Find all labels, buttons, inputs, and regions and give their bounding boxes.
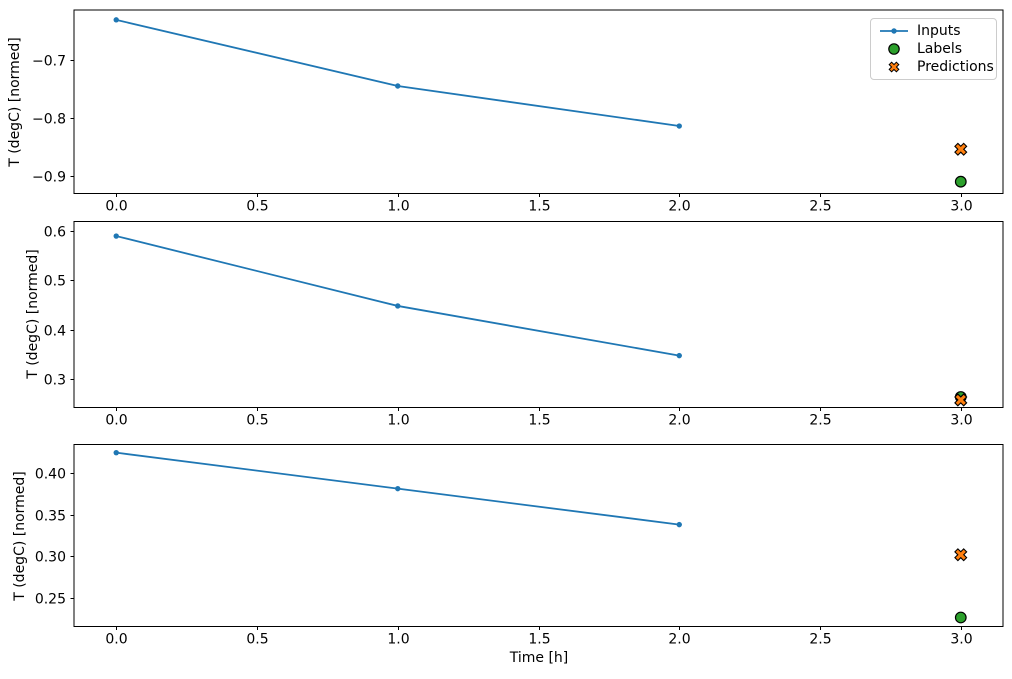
- x-tick-label-3: 1.0: [387, 632, 409, 648]
- x-tick-label-2: 2.5: [809, 412, 831, 428]
- x-tick-label-1: 1.0: [387, 198, 409, 214]
- inputs-marker: [676, 352, 682, 359]
- x-tick-label-1: 1.5: [528, 198, 550, 214]
- y-axis-label-1: T (degC) [normed]: [7, 37, 23, 167]
- inputs-marker: [395, 303, 401, 309]
- axes-frame-2: [73, 220, 1004, 408]
- x-axis-label: Time [h]: [509, 650, 569, 666]
- x-tick-label-3: 0.5: [246, 632, 268, 648]
- y-tick-label-3: 0.25: [35, 592, 66, 608]
- predictions-marker: [954, 142, 968, 156]
- x-tick-label-3: 1.5: [528, 632, 550, 648]
- legend-label-predictions: Predictions: [917, 59, 994, 75]
- legend-label-labels: Labels: [917, 41, 963, 57]
- inputs-line: [116, 18, 680, 127]
- predictions-marker: [954, 548, 968, 562]
- inputs-marker: [676, 521, 682, 528]
- y-tick-label-1: −0.7: [32, 54, 66, 70]
- x-tick-label-2: 1.5: [528, 412, 550, 428]
- labels-circle-icon: [888, 43, 900, 55]
- inputs-line: [116, 235, 680, 357]
- x-tick-label-1: 0.5: [246, 198, 268, 214]
- axes-frame-1: [73, 9, 1004, 194]
- x-tick-label-3: 0.0: [105, 632, 127, 648]
- inputs-marker: [395, 83, 401, 89]
- y-tick-label-3: 0.30: [35, 550, 66, 566]
- y-axis-label-3: T (degC) [normed]: [12, 471, 28, 601]
- legend: Inputs Labels Predictions: [870, 18, 997, 80]
- inputs-marker: [113, 233, 119, 239]
- inputs-marker: [676, 123, 682, 129]
- y-axis-label-2: T (degC) [normed]: [25, 249, 41, 379]
- x-tick-label-3: 2.5: [809, 632, 831, 648]
- x-tick-label-2: 0.5: [246, 412, 268, 428]
- axes-frame-3: [73, 443, 1004, 628]
- x-tick-label-1: 2.5: [809, 198, 831, 214]
- predictions-x-icon: [888, 61, 900, 73]
- y-tick-label-3: 0.40: [35, 467, 66, 483]
- inputs-marker: [113, 449, 119, 456]
- x-tick-label-1: 3.0: [950, 198, 972, 214]
- legend-item-predictions: Predictions: [879, 60, 994, 74]
- labels-marker: [954, 611, 967, 624]
- y-tick-label-1: −0.9: [32, 170, 66, 186]
- x-tick-label-2: 1.0: [387, 412, 409, 428]
- x-tick-label-2: 3.0: [950, 412, 972, 428]
- x-tick-label-2: 0.0: [105, 412, 127, 428]
- inputs-marker: [113, 17, 119, 23]
- x-tick-label-3: 2.0: [668, 632, 690, 648]
- legend-label-inputs: Inputs: [917, 23, 961, 39]
- y-tick-label-2: 0.5: [44, 274, 66, 290]
- x-tick-label-3: 3.0: [950, 632, 972, 648]
- y-tick-label-2: 0.3: [44, 373, 66, 389]
- inputs-line-icon: [880, 28, 908, 34]
- y-tick-label-2: 0.6: [44, 225, 66, 241]
- predictions-marker: [954, 393, 968, 407]
- legend-item-inputs: Inputs: [879, 24, 990, 38]
- inputs-marker: [395, 485, 401, 492]
- x-tick-label-2: 2.0: [668, 412, 690, 428]
- legend-item-labels: Labels: [879, 42, 990, 56]
- y-tick-label-3: 0.35: [35, 509, 66, 525]
- y-tick-label-1: −0.8: [32, 112, 66, 128]
- x-tick-label-1: 0.0: [105, 198, 127, 214]
- labels-marker: [954, 175, 967, 188]
- y-tick-label-2: 0.4: [44, 324, 66, 340]
- x-tick-label-1: 2.0: [668, 198, 690, 214]
